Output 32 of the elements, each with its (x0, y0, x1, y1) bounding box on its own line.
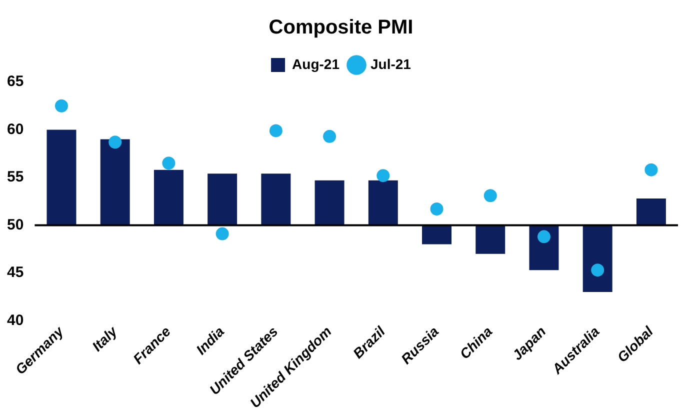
bar (154, 170, 184, 226)
point (269, 124, 282, 138)
legend-label: Aug-21 (292, 56, 340, 72)
bar (314, 180, 344, 226)
chart-title: Composite PMI (268, 16, 414, 39)
bar (582, 225, 612, 292)
point (591, 264, 604, 277)
y-tick-label: 60 (6, 120, 24, 138)
bar (100, 139, 130, 226)
point (537, 230, 550, 244)
point (430, 202, 444, 216)
legend-label: Jul-21 (370, 56, 412, 72)
y-tick-label: 40 (6, 312, 24, 329)
y-tick-label: 45 (6, 264, 24, 282)
point (54, 99, 68, 112)
point (108, 136, 122, 149)
point (162, 156, 176, 170)
bar (636, 198, 666, 226)
y-tick-label: 50 (6, 216, 24, 234)
bar (46, 130, 76, 226)
point (484, 189, 497, 202)
point (323, 130, 336, 143)
bar (208, 174, 238, 226)
bar (261, 174, 291, 226)
bar (422, 225, 452, 244)
bar (368, 180, 398, 226)
y-tick-label: 65 (6, 73, 24, 90)
y-tick-label: 55 (6, 168, 24, 186)
point (644, 163, 658, 176)
point (376, 169, 390, 182)
point (216, 227, 229, 240)
bar (476, 225, 506, 254)
